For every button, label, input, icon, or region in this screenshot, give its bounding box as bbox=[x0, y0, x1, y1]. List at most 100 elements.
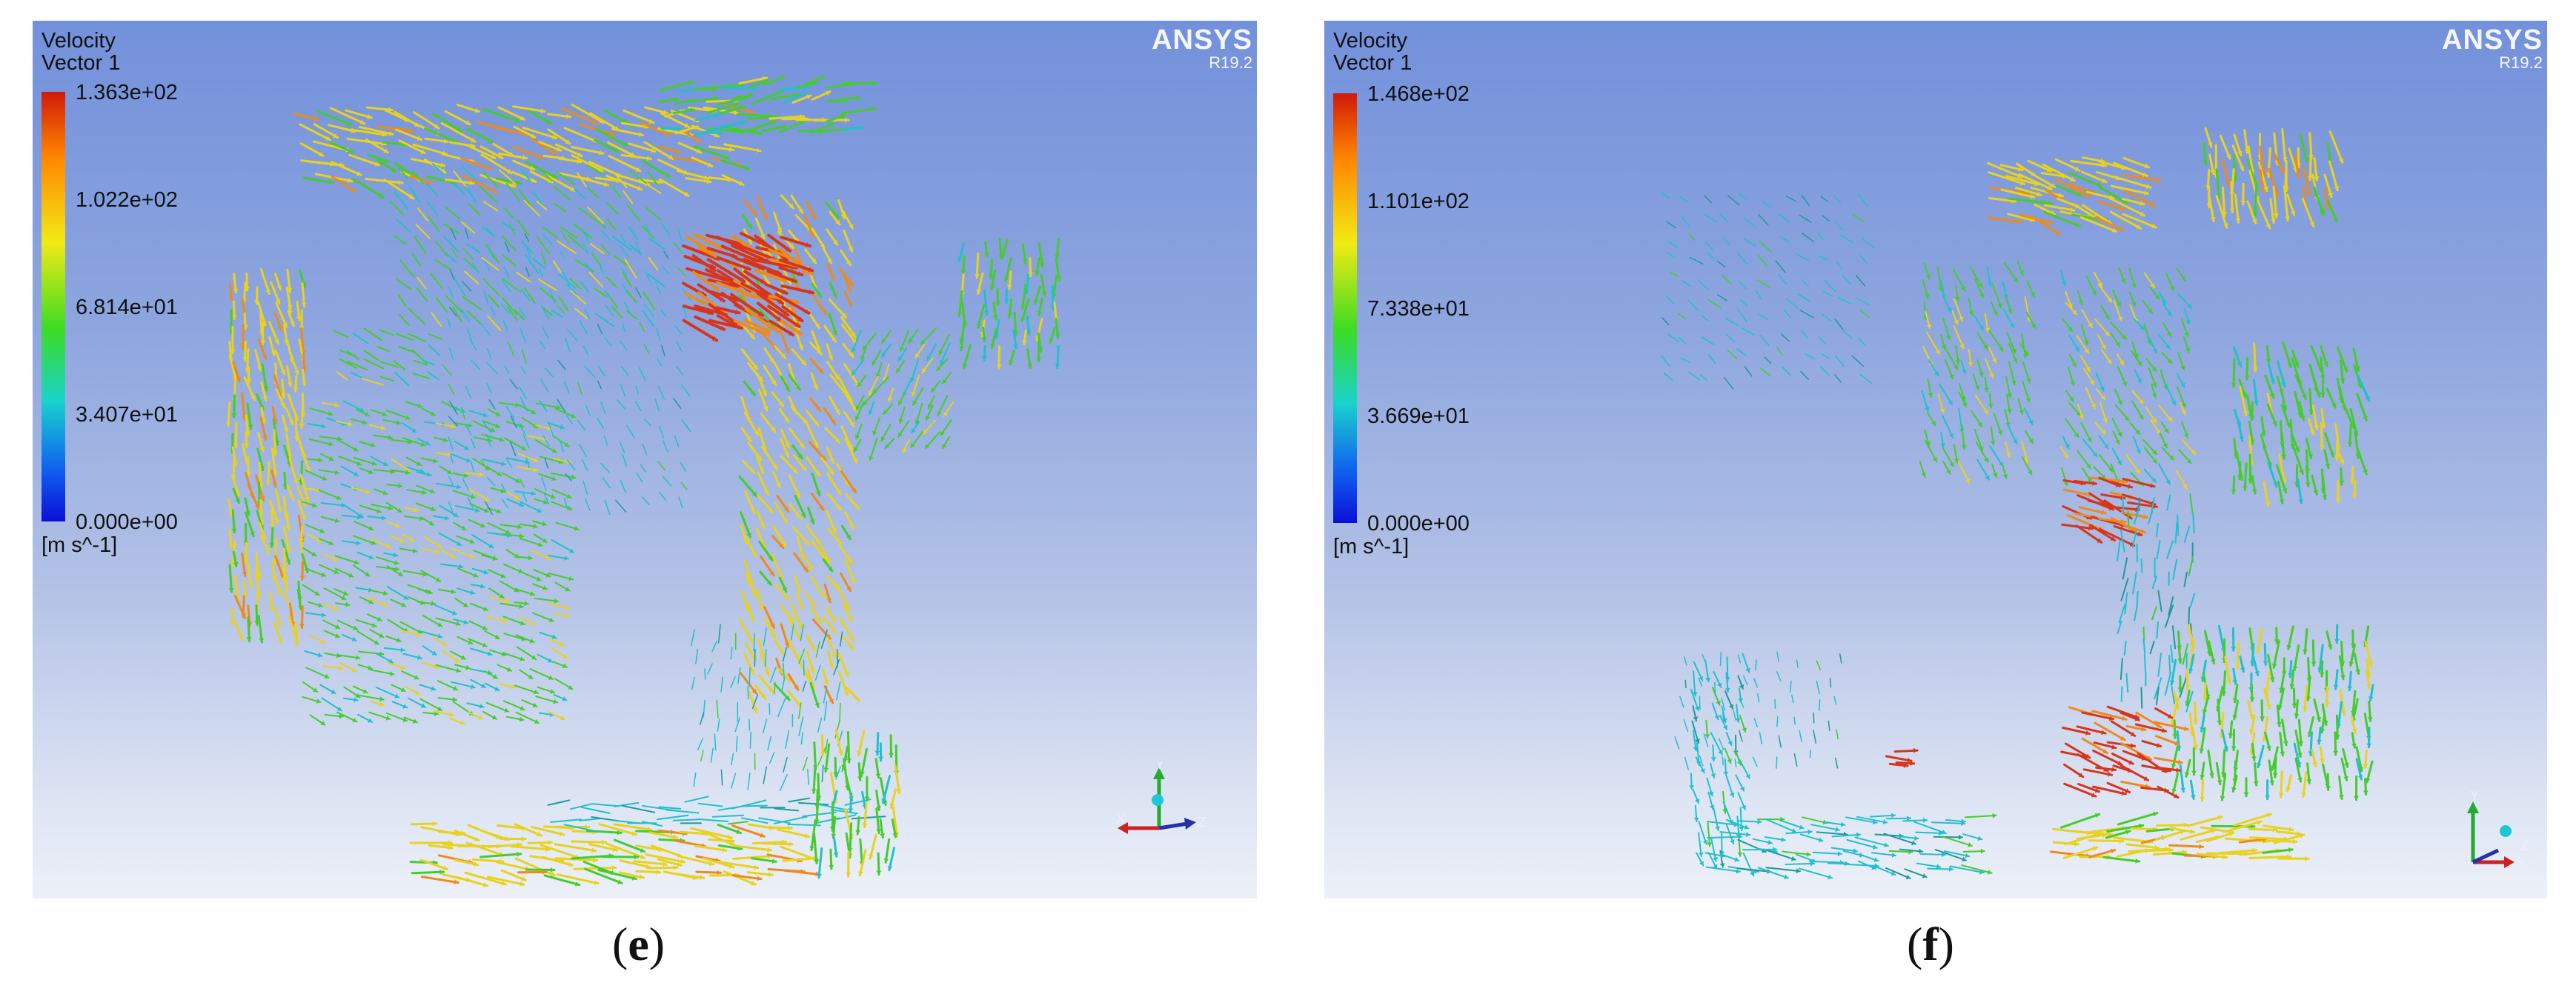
velocity-arrow bbox=[2168, 827, 2196, 833]
brand-name: ANSYS bbox=[2442, 24, 2543, 56]
velocity-arrow bbox=[486, 383, 492, 394]
velocity-arrow bbox=[733, 319, 771, 337]
velocity-arrow bbox=[2164, 604, 2174, 628]
velocity-arrow bbox=[2099, 187, 2128, 204]
velocity-arrow bbox=[693, 145, 730, 159]
velocity-arrow-head bbox=[284, 587, 290, 592]
velocity-arrow bbox=[416, 207, 429, 222]
velocity-arrow-head bbox=[2272, 421, 2277, 426]
velocity-arrow bbox=[738, 476, 758, 498]
velocity-arrow-head bbox=[519, 706, 525, 711]
velocity-arrow bbox=[462, 296, 482, 310]
velocity-arrow bbox=[2259, 145, 2265, 176]
velocity-arrow bbox=[2215, 168, 2220, 199]
velocity-arrow-head bbox=[880, 436, 886, 441]
velocity-arrow bbox=[2122, 213, 2157, 229]
velocity-arrow bbox=[732, 128, 758, 133]
velocity-arrow bbox=[542, 227, 558, 239]
velocity-arrow-head bbox=[1727, 741, 1733, 746]
axis-triad: Y X Z bbox=[2443, 788, 2540, 873]
velocity-arrow-head bbox=[817, 618, 822, 623]
velocity-arrow bbox=[763, 606, 775, 629]
velocity-arrow bbox=[499, 602, 524, 608]
velocity-arrow bbox=[415, 224, 431, 239]
velocity-arrow-head bbox=[552, 134, 557, 140]
velocity-arrow bbox=[743, 411, 760, 436]
velocity-arrow-head bbox=[763, 215, 768, 219]
velocity-arrow bbox=[522, 433, 530, 449]
velocity-arrow-head bbox=[564, 556, 568, 561]
velocity-arrow-head bbox=[610, 131, 615, 137]
velocity-arrow-head bbox=[811, 259, 816, 264]
velocity-arrow-head bbox=[1716, 682, 1722, 687]
velocity-arrow-head bbox=[1856, 832, 1861, 838]
velocity-arrow-head bbox=[684, 123, 689, 128]
velocity-arrow-head bbox=[2228, 831, 2234, 837]
velocity-arrow-head bbox=[435, 577, 440, 582]
velocity-arrow-head bbox=[370, 442, 375, 448]
velocity-arrow-head bbox=[622, 141, 627, 147]
velocity-arrow-head bbox=[302, 367, 308, 371]
velocity-arrow bbox=[1727, 349, 1738, 360]
velocity-arrow bbox=[2220, 712, 2225, 738]
velocity-arrow bbox=[797, 130, 825, 133]
velocity-arrow-head bbox=[2256, 762, 2262, 767]
velocity-arrow-head bbox=[1968, 361, 1974, 367]
velocity-arrow-head bbox=[1871, 864, 1876, 870]
velocity-arrow bbox=[840, 323, 857, 344]
velocity-arrow bbox=[448, 306, 457, 317]
velocity-arrow bbox=[485, 701, 510, 713]
velocity-arrow-head bbox=[658, 179, 663, 184]
velocity-arrow bbox=[2151, 606, 2157, 621]
velocity-arrow bbox=[2098, 527, 2136, 547]
velocity-arrow bbox=[384, 109, 410, 122]
velocity-arrow-head bbox=[747, 223, 751, 228]
velocity-arrow bbox=[1801, 816, 1828, 824]
velocity-arrow-head bbox=[242, 592, 248, 596]
velocity-arrow-head bbox=[2208, 142, 2213, 147]
velocity-arrow bbox=[2263, 481, 2270, 507]
velocity-arrow-head bbox=[763, 79, 768, 84]
velocity-arrow-head bbox=[1949, 866, 1953, 872]
velocity-arrow-head bbox=[780, 541, 786, 547]
velocity-arrow bbox=[510, 845, 551, 851]
velocity-arrow bbox=[2156, 523, 2159, 538]
velocity-arrow-head bbox=[2272, 827, 2277, 833]
velocity-arrow-head bbox=[813, 856, 817, 861]
velocity-arrow bbox=[645, 207, 662, 221]
velocity-arrow bbox=[1833, 196, 1842, 203]
velocity-arrow-head bbox=[2084, 193, 2089, 198]
velocity-arrow-head bbox=[2115, 439, 2120, 444]
subfigure-caption-f: (f) bbox=[1907, 918, 1954, 970]
velocity-arrow-head bbox=[2069, 396, 2074, 401]
velocity-arrow-head bbox=[776, 316, 781, 321]
velocity-arrow-head bbox=[771, 858, 777, 864]
velocity-arrow-head bbox=[2232, 679, 2238, 684]
velocity-arrow bbox=[757, 472, 769, 496]
velocity-arrow bbox=[703, 699, 706, 718]
velocity-arrow-head bbox=[2351, 493, 2357, 498]
velocity-arrow-head bbox=[860, 771, 865, 776]
velocity-arrow bbox=[2204, 630, 2211, 656]
velocity-arrow-head bbox=[709, 861, 714, 867]
velocity-arrow bbox=[393, 235, 408, 246]
velocity-arrow bbox=[1707, 252, 1716, 260]
velocity-arrow bbox=[695, 870, 722, 874]
velocity-arrow bbox=[557, 359, 566, 370]
velocity-arrow bbox=[365, 139, 389, 154]
velocity-arrow bbox=[577, 420, 585, 431]
velocity-arrow bbox=[825, 738, 829, 754]
velocity-arrow bbox=[751, 281, 785, 305]
velocity-arrow-head bbox=[262, 435, 268, 440]
velocity-arrow-head bbox=[811, 214, 817, 219]
velocity-arrow-head bbox=[747, 239, 752, 244]
velocity-arrow-head bbox=[2273, 213, 2279, 218]
velocity-arrow bbox=[1974, 394, 1989, 415]
velocity-arrow bbox=[1822, 313, 1832, 321]
velocity-arrow bbox=[520, 168, 531, 181]
velocity-arrow bbox=[643, 291, 656, 310]
velocity-arrow-head bbox=[2074, 433, 2079, 438]
velocity-arrow bbox=[1707, 299, 1722, 309]
velocity-arrow-head bbox=[277, 638, 283, 643]
velocity-arrow-head bbox=[2094, 787, 2099, 793]
